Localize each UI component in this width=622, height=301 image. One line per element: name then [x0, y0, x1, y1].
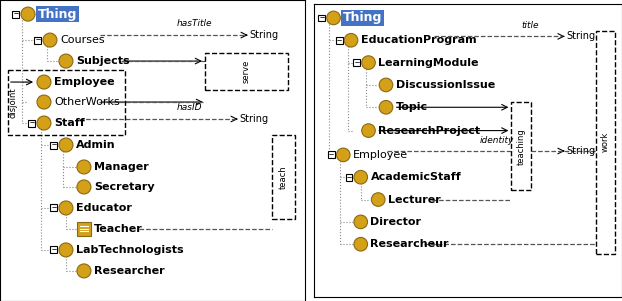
Circle shape — [379, 78, 392, 92]
Text: Employee: Employee — [54, 77, 114, 87]
Text: title: title — [521, 20, 539, 29]
Text: String: String — [567, 31, 596, 41]
Text: identity: identity — [480, 136, 514, 145]
Text: ResearchProject: ResearchProject — [378, 126, 480, 135]
Circle shape — [77, 160, 91, 174]
Text: −: − — [14, 10, 19, 19]
Circle shape — [371, 193, 385, 206]
Circle shape — [354, 237, 368, 251]
Circle shape — [37, 116, 51, 130]
Text: serve: serve — [242, 60, 251, 83]
Circle shape — [59, 54, 73, 68]
Text: Employee: Employee — [353, 150, 408, 160]
Bar — [336, 37, 343, 44]
Circle shape — [354, 170, 368, 184]
Bar — [596, 30, 615, 254]
Text: Manager: Manager — [94, 162, 149, 172]
Text: String: String — [240, 114, 269, 124]
Text: work: work — [601, 132, 610, 152]
Text: LearningModule: LearningModule — [378, 57, 479, 68]
Text: String: String — [567, 146, 596, 156]
Circle shape — [327, 11, 340, 25]
Text: EducationProgram: EducationProgram — [361, 35, 476, 45]
Circle shape — [59, 138, 73, 152]
Bar — [205, 53, 288, 90]
Text: Thing: Thing — [343, 11, 383, 24]
Circle shape — [362, 56, 375, 70]
Bar — [353, 59, 360, 66]
Text: LabTechnologists: LabTechnologists — [76, 245, 183, 255]
Circle shape — [77, 180, 91, 194]
Bar — [318, 14, 325, 21]
Text: Lecturer: Lecturer — [388, 194, 440, 205]
Bar — [328, 151, 335, 158]
Text: Thing: Thing — [38, 8, 77, 20]
Text: String: String — [250, 30, 279, 40]
Text: Admin: Admin — [76, 140, 116, 150]
Bar — [12, 11, 19, 17]
Bar — [8, 70, 125, 135]
Circle shape — [362, 124, 375, 137]
Circle shape — [59, 201, 73, 215]
Text: −: − — [52, 141, 57, 150]
Text: −: − — [29, 119, 34, 128]
Bar — [29, 119, 35, 126]
Bar — [50, 247, 57, 253]
Text: disjoint: disjoint — [9, 87, 17, 118]
Circle shape — [337, 148, 350, 162]
Circle shape — [37, 95, 51, 109]
Bar — [511, 102, 531, 190]
Text: Topic: Topic — [396, 102, 428, 112]
Circle shape — [43, 33, 57, 47]
Text: −: − — [52, 203, 57, 213]
Text: Director: Director — [371, 217, 422, 227]
Text: −: − — [337, 36, 342, 45]
Text: hasID: hasID — [177, 103, 203, 112]
Text: teach: teach — [279, 165, 288, 189]
Circle shape — [21, 7, 35, 21]
Circle shape — [354, 215, 368, 229]
Bar — [50, 141, 57, 148]
Bar — [50, 204, 57, 212]
Text: Staff: Staff — [54, 118, 85, 128]
Text: −: − — [355, 58, 360, 67]
Text: teaching: teaching — [516, 128, 526, 165]
Text: Secretary: Secretary — [94, 182, 154, 192]
Text: −: − — [319, 14, 325, 22]
Text: Courses: Courses — [60, 35, 104, 45]
Circle shape — [37, 75, 51, 89]
Bar — [34, 37, 42, 44]
Text: −: − — [52, 245, 57, 254]
Circle shape — [77, 264, 91, 278]
Bar — [77, 222, 91, 236]
Text: OtherWorks: OtherWorks — [54, 97, 119, 107]
Text: hasTitle: hasTitle — [177, 19, 213, 28]
Text: AcademicStaff: AcademicStaff — [371, 172, 461, 182]
Bar — [272, 135, 295, 219]
Circle shape — [344, 33, 358, 47]
Circle shape — [379, 101, 392, 114]
Text: Educator: Educator — [76, 203, 132, 213]
Text: DiscussionIssue: DiscussionIssue — [396, 80, 495, 90]
Text: −: − — [346, 173, 351, 182]
Text: Researcheur: Researcheur — [371, 239, 449, 249]
Text: −: − — [35, 36, 40, 45]
Text: Teacher: Teacher — [94, 224, 142, 234]
Text: Subjects: Subjects — [76, 56, 129, 66]
Circle shape — [59, 243, 73, 257]
Bar — [346, 174, 353, 181]
Text: Researcher: Researcher — [94, 266, 165, 276]
Text: −: − — [329, 150, 334, 159]
